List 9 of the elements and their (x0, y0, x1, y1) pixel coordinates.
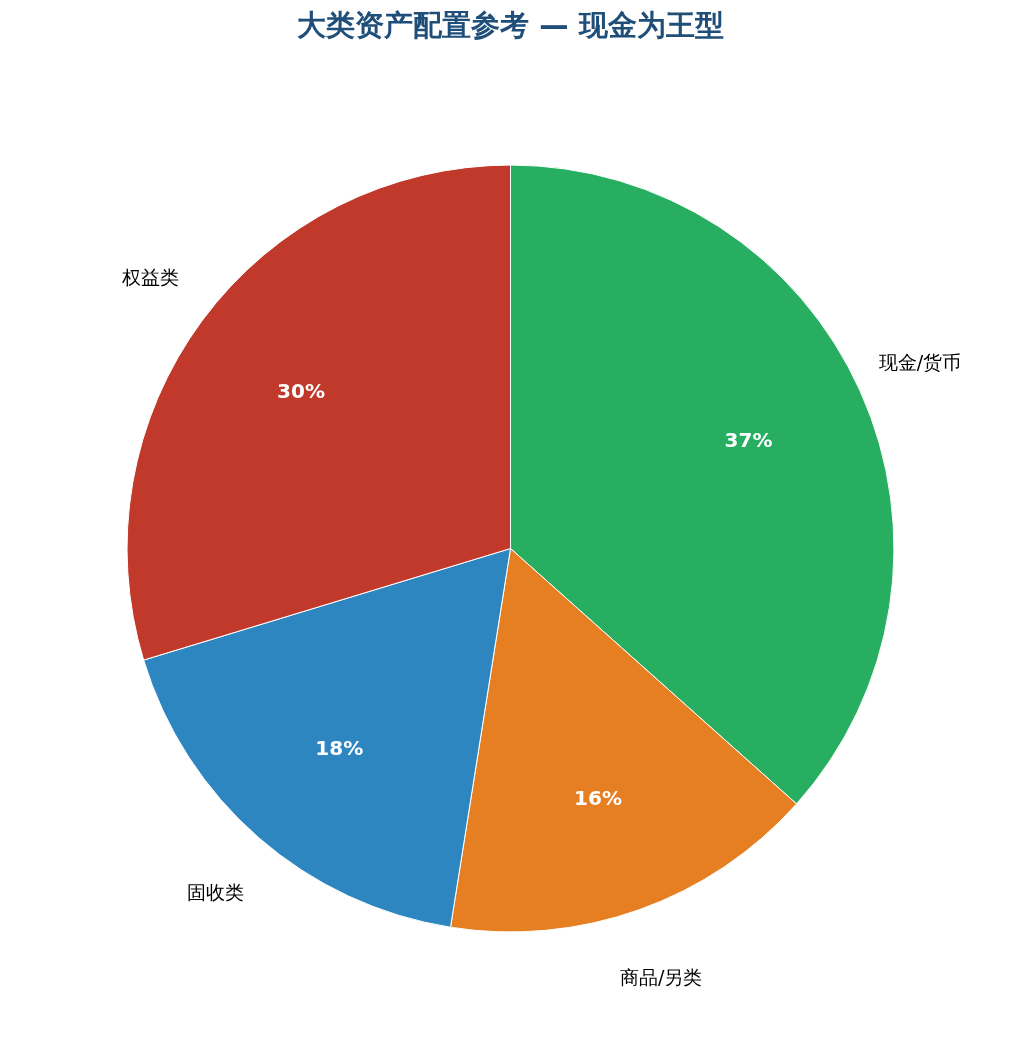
slice-label: 现金/货币 (878, 351, 962, 374)
data-label: 30% (277, 378, 325, 403)
data-label: 18% (315, 736, 364, 761)
chart-title: 大类资产配置参考 — 现金为王型 (297, 7, 724, 42)
slice-label: 商品/另类 (619, 966, 703, 989)
data-label: 37% (724, 428, 773, 453)
data-label: 16% (574, 785, 622, 810)
slice-label: 固收类 (187, 880, 245, 903)
slice-label: 权益类 (120, 266, 179, 289)
